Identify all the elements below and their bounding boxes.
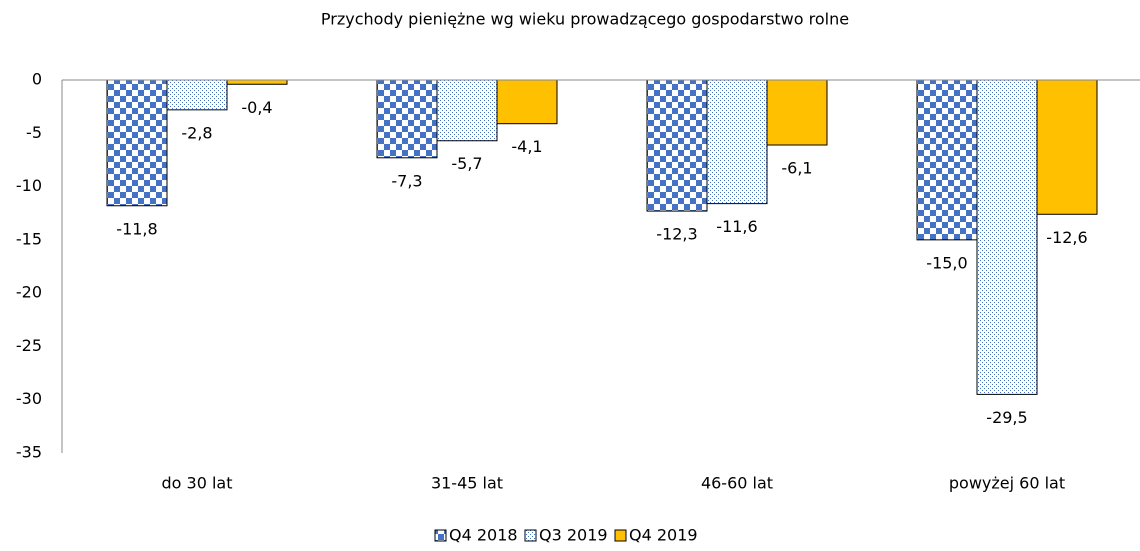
value-label: -29,5 [986, 408, 1027, 427]
bar [496, 79, 558, 125]
chart-title: Przychody pieniężne wg wieku prowadząceg… [321, 10, 849, 29]
bar [646, 79, 708, 212]
y-tick-label: -10 [16, 176, 42, 195]
value-label: -0,4 [241, 98, 272, 117]
x-tick-label: powyżej 60 lat [949, 474, 1065, 493]
value-label: -5,7 [451, 154, 482, 173]
y-tick-label: -15 [16, 229, 42, 248]
x-tick-label: do 30 lat [162, 474, 233, 493]
value-label: -4,1 [511, 137, 542, 156]
bar [376, 79, 438, 159]
x-tick-label: 31-45 lat [431, 474, 503, 493]
value-label: -12,3 [656, 225, 697, 244]
bar [166, 79, 228, 111]
y-tick-label: -5 [26, 123, 42, 142]
value-label: -7,3 [391, 171, 422, 190]
value-label: -11,8 [116, 219, 157, 238]
bar [706, 79, 768, 205]
bar [766, 79, 828, 146]
y-tick-label: -35 [16, 443, 42, 462]
bar [916, 79, 978, 241]
y-tick-label: -20 [16, 283, 42, 302]
bar [226, 79, 288, 85]
value-label: -12,6 [1046, 228, 1087, 247]
bar [1036, 79, 1098, 215]
bar [976, 79, 1038, 395]
value-label: -6,1 [781, 159, 812, 178]
y-tick-label: 0 [32, 70, 42, 89]
legend-swatch [524, 529, 537, 542]
bar [436, 79, 498, 142]
y-tick-label: -25 [16, 336, 42, 355]
value-label: -15,0 [926, 253, 967, 272]
value-label: -2,8 [181, 123, 212, 142]
value-label: -11,6 [716, 217, 757, 236]
x-tick-label: 46-60 lat [701, 474, 773, 493]
legend-label: Q4 2018 [449, 526, 518, 545]
y-tick-label: -30 [16, 389, 42, 408]
legend-label: Q4 2019 [629, 526, 698, 545]
legend-label: Q3 2019 [539, 526, 608, 545]
legend-swatch [434, 529, 447, 542]
bar [106, 79, 168, 207]
legend-swatch [614, 529, 627, 542]
